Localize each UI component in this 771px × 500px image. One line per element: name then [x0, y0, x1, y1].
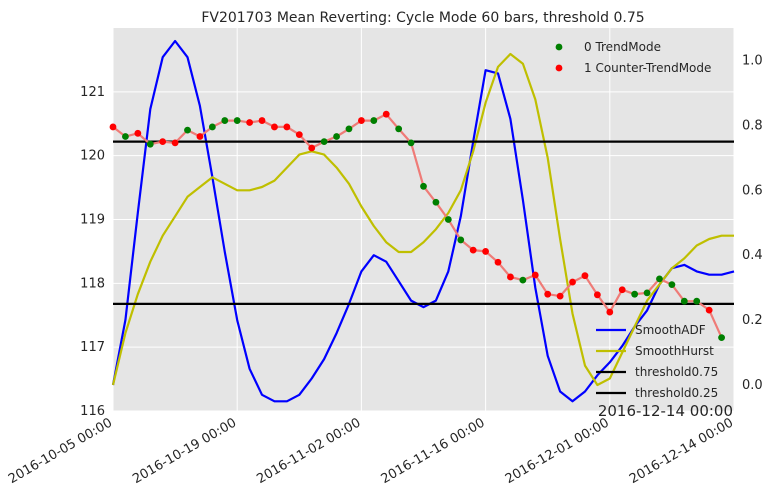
trend-mode-point [457, 236, 465, 244]
corner-date-label: 2016-12-14 00:00 [598, 402, 733, 420]
trend-mode-point [221, 117, 229, 124]
x-tick-label: 2016-11-02 00:00 [254, 415, 363, 487]
trend-mode-point [146, 140, 154, 148]
counter-trend-mode-point [382, 110, 390, 118]
trend-mode-point [680, 297, 688, 305]
right-tick-label: 0.8 [742, 118, 763, 133]
counter-trend-mode-point [134, 129, 142, 137]
legend-marker [555, 43, 563, 51]
right-tick-label: 0.2 [742, 313, 763, 328]
price-series [109, 110, 725, 341]
trend-mode-point [395, 125, 403, 133]
counter-trend-mode-point [482, 248, 489, 255]
trend-mode-point [184, 126, 191, 134]
trend-mode-point [333, 133, 340, 140]
legend-label: SmoothADF [635, 323, 706, 337]
right-tick-label: 0.0 [742, 378, 763, 393]
trend-mode-point [444, 216, 452, 223]
trend-mode-point [370, 117, 378, 124]
trend-mode-point [320, 138, 328, 146]
trend-mode-point [208, 123, 216, 131]
counter-trend-mode-point [705, 306, 713, 314]
series-lines [111, 39, 735, 403]
left-tick-label: 117 [80, 340, 105, 355]
counter-trend-mode-point [593, 291, 601, 299]
counter-trend-mode-point [159, 138, 167, 146]
counter-trend-mode-point [569, 278, 576, 286]
trend-mode-point [519, 276, 527, 284]
x-tick-label: 2016-12-14 00:00 [627, 415, 736, 487]
mode-legend: 0 TrendMode 1 Counter-TrendMode [555, 40, 711, 75]
right-axis-ticks: 0.0 0.2 0.4 0.6 0.8 1.0 [742, 53, 763, 393]
legend-label: threshold0.25 [635, 386, 718, 400]
counter-trend-mode-point [258, 117, 266, 124]
series-line-smoothhurst [111, 52, 734, 387]
legend-label: 1 Counter-TrendMode [584, 61, 711, 75]
trend-mode-point [122, 133, 129, 140]
trend-mode-point [656, 275, 663, 283]
right-tick-label: 0.4 [742, 248, 763, 263]
legend-label: threshold0.75 [635, 365, 718, 379]
counter-trend-mode-point [581, 272, 589, 280]
counter-trend-mode-point [109, 123, 117, 131]
counter-trend-mode-point [246, 119, 254, 126]
x-tick-label: 2016-10-19 00:00 [130, 415, 239, 487]
counter-trend-mode-point [308, 144, 316, 152]
counter-trend-mode-point [556, 292, 564, 300]
right-tick-label: 1.0 [742, 53, 763, 68]
counter-trend-mode-point [295, 131, 303, 139]
line-legend: SmoothADF SmoothHurst threshold0.75 thresho… [596, 323, 718, 400]
left-tick-label: 118 [80, 276, 105, 291]
counter-trend-mode-point [271, 123, 278, 131]
counter-trend-mode-point [531, 271, 539, 279]
left-tick-label: 121 [80, 85, 105, 100]
counter-trend-mode-point [171, 139, 179, 147]
counter-trend-mode-point [618, 286, 626, 294]
trend-mode-point [631, 290, 639, 298]
trend-mode-point [643, 289, 651, 297]
chart-title: FV201703 Mean Reverting: Cycle Mode 60 b… [201, 10, 644, 26]
trend-mode-point [345, 125, 353, 133]
counter-trend-mode-point [283, 123, 291, 131]
counter-trend-mode-point [358, 117, 365, 124]
x-axis-ticks: 2016-10-05 00:00 2016-10-19 00:00 2016-11-… [6, 415, 736, 487]
x-tick-label: 2016-12-01 00:00 [503, 415, 612, 487]
left-tick-label: 120 [80, 149, 105, 164]
counter-trend-mode-point [469, 246, 477, 254]
x-tick-label: 2016-11-16 00:00 [379, 415, 488, 487]
trend-mode-point [420, 182, 427, 190]
grid [112, 28, 735, 412]
legend-label: SmoothHurst [635, 344, 714, 358]
counter-trend-mode-point [196, 133, 204, 140]
left-tick-label: 116 [80, 404, 105, 419]
x-tick-label: 2016-10-05 00:00 [6, 415, 115, 487]
counter-trend-mode-point [606, 308, 614, 316]
right-tick-label: 0.6 [742, 183, 763, 198]
legend-label: 0 TrendMode [584, 40, 661, 54]
counter-trend-mode-point [544, 290, 552, 298]
trend-mode-point [693, 297, 701, 305]
counter-trend-mode-point [494, 258, 502, 266]
left-tick-label: 119 [80, 213, 105, 228]
left-axis-ticks: 116 117 118 119 120 121 [80, 85, 105, 419]
trend-mode-point [718, 334, 725, 341]
counter-trend-mode-point [507, 273, 514, 281]
trend-mode-point [233, 117, 241, 124]
trend-mode-point [432, 198, 440, 206]
trend-mode-point [668, 281, 676, 289]
legend-marker [555, 64, 563, 72]
trend-mode-point [407, 139, 415, 147]
